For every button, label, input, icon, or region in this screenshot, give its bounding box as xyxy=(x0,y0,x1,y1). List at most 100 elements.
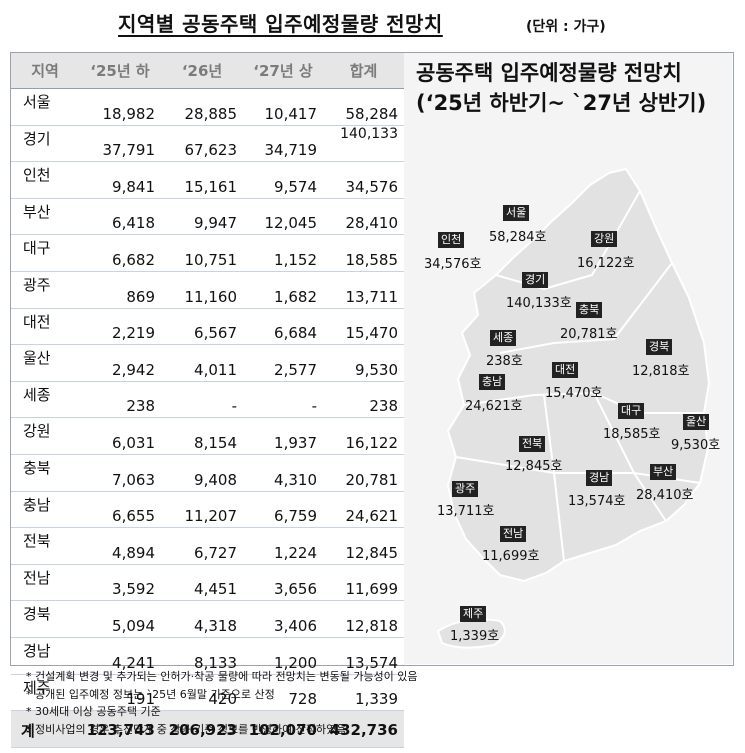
map-badge-daejeon: 대전 xyxy=(552,362,579,378)
map-value-gyeongnam: 13,574호 xyxy=(568,494,626,509)
value-2027h1-cell: 3,656 xyxy=(243,564,323,602)
value-2027h1-cell: 6,759 xyxy=(243,491,323,529)
total-cell: 58,284 xyxy=(323,88,404,126)
region-cell: 전북 xyxy=(11,527,79,565)
value-2027h1-cell: 6,684 xyxy=(243,308,323,346)
map-title-line2: (‘25년 하반기~ `27년 상반기) xyxy=(416,91,707,115)
region-cell: 인천 xyxy=(11,161,79,199)
value-2025h2-cell: 9,841 xyxy=(79,161,161,199)
map-value-gangwon: 16,122호 xyxy=(577,256,635,271)
map-value-daejeon: 15,470호 xyxy=(545,386,603,401)
korea-map xyxy=(436,167,711,649)
value-2027h1-cell: 34,719 xyxy=(243,125,323,163)
value-2025h2-cell: 191 xyxy=(79,674,161,712)
value-2025h2-cell: 18,982 xyxy=(79,88,161,126)
value-2025h2-cell: 7,063 xyxy=(79,454,161,492)
region-cell: 충북 xyxy=(11,454,79,492)
value-2025h2-cell: 37,791 xyxy=(79,125,161,163)
total-cell: 20,781 xyxy=(323,454,404,492)
value-2026-cell: 28,885 xyxy=(161,88,243,126)
value-2026-cell: 4,451 xyxy=(161,564,243,602)
value-2025h2-cell: 869 xyxy=(79,271,161,309)
column-header-2027h1: ‘27년 상 xyxy=(243,53,323,89)
column-header-region: 지역 xyxy=(11,53,79,89)
map-badge-daegu: 대구 xyxy=(618,403,645,419)
map-badge-chungnam: 충남 xyxy=(479,374,506,390)
value-2027h1-cell: - xyxy=(243,381,323,419)
value-2025h2-cell: 6,655 xyxy=(79,491,161,529)
table-row: 전남 3,592 4,451 3,656 11,699 xyxy=(11,564,404,602)
region-cell: 서울 xyxy=(11,88,79,126)
map-badge-gyeonggi: 경기 xyxy=(522,272,549,288)
table-row: 울산 2,942 4,011 2,577 9,530 xyxy=(11,344,404,382)
value-2026-cell: 6,727 xyxy=(161,527,243,565)
total-cell: 15,470 xyxy=(323,308,404,346)
region-cell: 충남 xyxy=(11,491,79,529)
table-row: 대구 6,682 10,751 1,152 18,585 xyxy=(11,234,404,272)
map-value-busan: 28,410호 xyxy=(636,488,694,503)
total-cell: 9,530 xyxy=(323,344,404,382)
map-title: 공동주택 입주예정물량 전망치 (‘25년 하반기~ `27년 상반기) xyxy=(416,58,706,118)
total-2025h2-cell: 123,743 xyxy=(79,710,161,749)
map-value-jeonnam: 11,699호 xyxy=(482,549,540,564)
value-2026-cell: 4,318 xyxy=(161,600,243,638)
value-2027h1-cell: 1,224 xyxy=(243,527,323,565)
total-cell: 28,410 xyxy=(323,198,404,236)
value-2027h1-cell: 2,577 xyxy=(243,344,323,382)
map-value-gwangju: 13,711호 xyxy=(437,504,495,519)
value-2027h1-cell: 10,417 xyxy=(243,88,323,126)
value-2025h2-cell: 6,682 xyxy=(79,234,161,272)
total-cell: 11,699 xyxy=(323,564,404,602)
value-2026-cell: 10,751 xyxy=(161,234,243,272)
value-2026-cell: 11,207 xyxy=(161,491,243,529)
map-value-gyeonggi: 140,133호 xyxy=(506,296,572,311)
value-2027h1-cell: 1,682 xyxy=(243,271,323,309)
table-row: 광주 869 11,160 1,682 13,711 xyxy=(11,271,404,309)
value-2025h2-cell: 2,219 xyxy=(79,308,161,346)
map-value-jeju: 1,339호 xyxy=(450,629,500,644)
total-label-cell: 계 xyxy=(11,710,79,749)
value-2027h1-cell: 1,152 xyxy=(243,234,323,272)
value-2027h1-cell: 1,937 xyxy=(243,417,323,455)
footnote-2: * 공개된 입주예정 정보는 `25년 6월말 기준으로 산정 xyxy=(26,687,275,701)
map-badge-jeonnam: 전남 xyxy=(500,526,527,542)
footnote-3: * 30세대 이상 공동주택 기준 xyxy=(26,705,161,718)
page-title: 지역별 공동주택 입주예정물량 전망치 xyxy=(118,12,443,36)
value-2026-cell: 67,623 xyxy=(161,125,243,163)
region-cell: 경북 xyxy=(11,600,79,638)
footnote-1: * 건설계획 변경 및 추가되는 인허가·착공 물량에 따라 전망치는 변동될 … xyxy=(26,670,418,683)
table-row: 충북 7,063 9,408 4,310 20,781 xyxy=(11,454,404,492)
province-border xyxy=(455,190,704,562)
table-row: 세종 238- -238 xyxy=(11,381,404,419)
value-2027h1-cell: 4,310 xyxy=(243,454,323,492)
total-cell: 12,818 xyxy=(323,600,404,638)
map-badge-jeju: 제주 xyxy=(460,606,487,622)
map-value-incheon: 34,576호 xyxy=(424,257,482,272)
value-2025h2-cell: 6,031 xyxy=(79,417,161,455)
value-2027h1-cell: 1,200 xyxy=(243,637,323,675)
map-badge-seoul: 서울 xyxy=(503,205,530,221)
region-cell: 제주 xyxy=(11,674,79,712)
unit-label: (단위 : 가구) xyxy=(526,19,606,35)
region-cell: 경남 xyxy=(11,637,79,675)
table-row: 경북 5,094 4,318 3,406 12,818 xyxy=(11,600,404,638)
grand-total-cell: 432,736 xyxy=(323,710,404,749)
map-badge-gwangju: 광주 xyxy=(452,481,479,497)
value-2026-cell: 8,154 xyxy=(161,417,243,455)
table-row: 충남 6,655 11,207 6,759 24,621 xyxy=(11,491,404,529)
column-header-2025h2: ‘25년 하 xyxy=(79,53,161,89)
table-row: 경기 37,791 67,623 34,719 140,133 xyxy=(11,125,404,163)
column-header-2026: ‘26년 xyxy=(161,53,243,89)
total-cell: 12,845 xyxy=(323,527,404,565)
map-badge-gyeongnam: 경남 xyxy=(586,470,613,486)
value-2025h2-cell: 6,418 xyxy=(79,198,161,236)
value-2025h2-cell: 3,592 xyxy=(79,564,161,602)
value-2025h2-cell: 4,894 xyxy=(79,527,161,565)
value-2027h1-cell: 728 xyxy=(243,674,323,712)
region-cell: 전남 xyxy=(11,564,79,602)
table-row: 강원 6,031 8,154 1,937 16,122 xyxy=(11,417,404,455)
housing-supply-table: 지역 ‘25년 하 ‘26년 ‘27년 상 합계 서울 18,982 28,885 1… xyxy=(11,53,404,749)
region-cell: 부산 xyxy=(11,198,79,236)
total-cell: 24,621 xyxy=(323,491,404,529)
map-badge-jeonbuk: 전북 xyxy=(519,436,546,452)
